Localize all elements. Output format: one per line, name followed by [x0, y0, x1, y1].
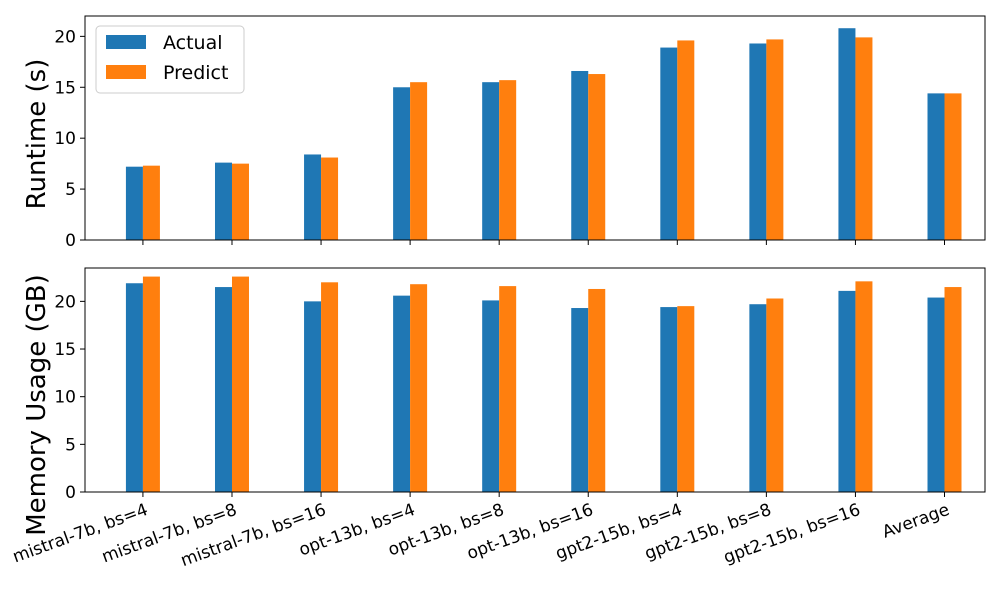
bar-actual-10 — [927, 93, 945, 240]
bar-actual-9 — [838, 290, 856, 492]
legend: Actual Predict — [95, 25, 245, 94]
legend-swatch-predict — [106, 65, 146, 79]
bar-actual-8 — [749, 43, 767, 240]
bar-predict-9 — [855, 281, 873, 492]
bar-predict-8 — [766, 298, 784, 492]
bar-predict-1 — [142, 276, 160, 492]
bar-predict-10 — [944, 93, 962, 240]
bar-actual-2 — [214, 162, 232, 240]
bar-predict-2 — [231, 163, 249, 240]
bar-predict-3 — [321, 157, 339, 240]
bar-predict-3 — [321, 282, 339, 492]
bar-predict-6 — [588, 288, 606, 492]
y-tick-label: 5 — [65, 435, 76, 455]
bar-predict-2 — [231, 276, 249, 492]
y-tick-label: 20 — [54, 292, 76, 312]
bar-predict-4 — [410, 284, 428, 492]
legend-label-predict: Predict — [163, 62, 228, 84]
bar-actual-7 — [660, 307, 678, 492]
bar-predict-5 — [499, 80, 517, 241]
bar-actual-7 — [660, 47, 678, 241]
bar-actual-1 — [125, 283, 143, 492]
bar-predict-10 — [944, 287, 962, 492]
y-axis-label-memory: Memory Usage (GB) — [22, 274, 52, 536]
y-tick-label: 10 — [54, 129, 76, 149]
bar-actual-5 — [482, 82, 500, 241]
plot-frame — [84, 267, 986, 493]
bar-predict-5 — [499, 286, 517, 492]
bar-actual-4 — [393, 295, 411, 492]
plot-frame — [84, 15, 986, 241]
bar-actual-2 — [214, 287, 232, 492]
y-tick-label: 20 — [54, 27, 76, 47]
bar-predict-1 — [142, 165, 160, 240]
bar-actual-1 — [125, 166, 143, 240]
bar-actual-5 — [482, 300, 500, 492]
legend-label-actual: Actual — [163, 32, 223, 54]
bar-actual-8 — [749, 304, 767, 492]
bar-predict-9 — [855, 37, 873, 240]
bar-actual-10 — [927, 297, 945, 492]
y-axis-label-runtime: Runtime (s) — [22, 59, 52, 210]
bar-actual-9 — [838, 28, 856, 240]
y-tick-label: 0 — [65, 231, 76, 251]
bar-actual-3 — [304, 301, 322, 492]
bar-predict-7 — [677, 306, 695, 492]
y-tick-label: 10 — [54, 388, 76, 408]
bar-predict-4 — [410, 82, 428, 241]
y-tick-label: 5 — [65, 180, 76, 200]
bar-actual-6 — [571, 70, 589, 240]
bar-predict-7 — [677, 40, 695, 240]
bar-actual-3 — [304, 154, 322, 240]
bar-actual-4 — [393, 87, 411, 241]
x-tick-label: Average — [880, 500, 952, 543]
bar-predict-8 — [766, 39, 784, 240]
y-tick-label: 0 — [65, 483, 76, 503]
y-tick-label: 15 — [54, 340, 76, 360]
legend-swatch-actual — [106, 35, 146, 49]
bar-actual-6 — [571, 308, 589, 492]
bar-predict-6 — [588, 74, 606, 240]
y-tick-label: 15 — [54, 78, 76, 98]
